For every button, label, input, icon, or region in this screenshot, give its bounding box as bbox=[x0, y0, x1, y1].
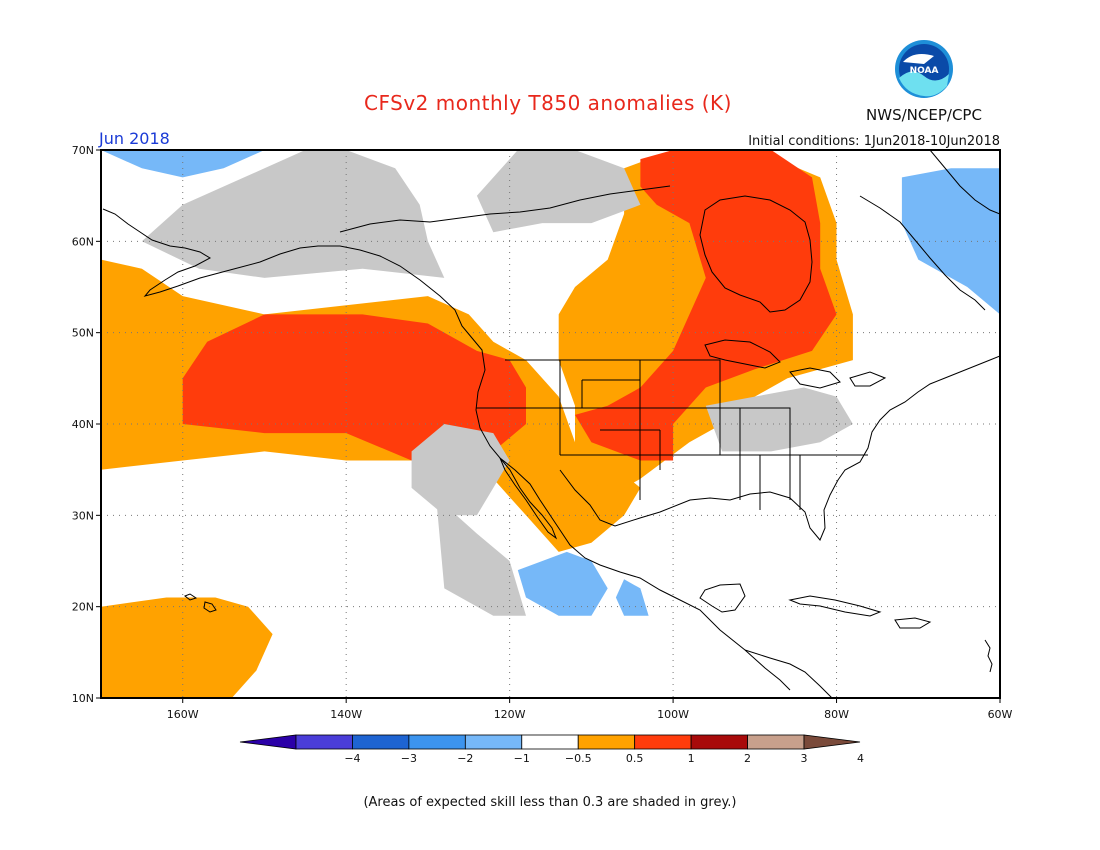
figure-title: CFSv2 monthly T850 anomalies (K) bbox=[364, 91, 732, 115]
skill-note: (Areas of expected skill less than 0.3 a… bbox=[363, 795, 736, 810]
anomaly-region-4 bbox=[575, 150, 837, 461]
forecast-month: Jun 2018 bbox=[98, 129, 170, 148]
colorbar-segment bbox=[464, 734, 523, 750]
lon-tick-label: 60W bbox=[988, 708, 1013, 721]
colorbar-segment bbox=[408, 734, 466, 750]
initial-conditions: Initial conditions: 1Jun2018-10Jun2018 bbox=[748, 134, 1000, 149]
colorbar-tick-label: 2 bbox=[744, 752, 751, 765]
anomaly-region-6 bbox=[901, 168, 1000, 315]
lat-tick-label: 40N bbox=[72, 418, 94, 431]
colorbar-segment bbox=[747, 734, 805, 750]
lat-tick-label: 60N bbox=[72, 235, 94, 248]
lat-tick-label: 50N bbox=[72, 327, 94, 340]
colorbar-tick-label: 4 bbox=[857, 752, 864, 765]
colorbar-segment bbox=[295, 734, 353, 750]
colorbar-tick-label: −3 bbox=[401, 752, 417, 765]
colorbar-segment bbox=[577, 734, 636, 750]
colorbar-tick-label: −4 bbox=[344, 752, 360, 765]
colorbar-tick-label: −1 bbox=[514, 752, 530, 765]
lon-tick-label: 140W bbox=[330, 708, 362, 721]
colorbar-segment bbox=[352, 734, 410, 750]
colorbar-segment bbox=[521, 734, 579, 750]
noaa-logo-text: NOAA bbox=[910, 66, 939, 76]
anomaly-region-5 bbox=[517, 551, 608, 616]
graticule bbox=[101, 150, 1000, 698]
lat-tick-label: 30N bbox=[72, 509, 94, 522]
colorbar: −4 −3 −2 −1 −0.5 0.5 1 2 3 4 bbox=[239, 734, 864, 765]
colorbar-tick-label: 3 bbox=[801, 752, 808, 765]
anomaly-region-8 bbox=[615, 579, 649, 616]
colorbar-segment bbox=[239, 734, 297, 750]
lon-tick-label: 80W bbox=[824, 708, 849, 721]
lat-tick-label: 20N bbox=[72, 601, 94, 614]
colorbar-tick-label: −2 bbox=[457, 752, 473, 765]
lat-tick-label: 70N bbox=[72, 144, 94, 157]
colorbar-tick-label: 0.5 bbox=[626, 752, 644, 765]
anomaly-region-13 bbox=[705, 387, 853, 452]
colorbar-segment bbox=[803, 734, 861, 750]
anomaly-map bbox=[101, 150, 1000, 698]
anomaly-region-9 bbox=[141, 150, 445, 278]
state-borders bbox=[476, 359, 868, 510]
colorbar-tick-label: −0.5 bbox=[565, 752, 592, 765]
anomaly-region-3 bbox=[182, 314, 526, 461]
colorbar-segment bbox=[690, 734, 748, 750]
agency-label: NWS/NCEP/CPC bbox=[866, 106, 982, 124]
anomaly-region-2 bbox=[101, 597, 273, 698]
lat-tick-label: 10N bbox=[72, 692, 94, 705]
anomaly-region-11 bbox=[411, 424, 510, 516]
colorbar-segment bbox=[634, 734, 692, 750]
lon-tick-label: 100W bbox=[657, 708, 689, 721]
anomaly-region-7 bbox=[101, 150, 265, 178]
lon-tick-label: 120W bbox=[494, 708, 526, 721]
anomaly-region-12 bbox=[436, 497, 526, 616]
noaa-logo-icon: NOAA bbox=[895, 40, 953, 98]
map-axes: 160W 140W 120W 100W 80W 60W 10N 20N 30N 40N 50N 60N… bbox=[72, 144, 1013, 721]
lon-tick-label: 160W bbox=[167, 708, 199, 721]
anomaly-regions bbox=[101, 150, 1000, 698]
coastlines bbox=[102, 150, 1000, 698]
colorbar-tick-label: 1 bbox=[688, 752, 695, 765]
